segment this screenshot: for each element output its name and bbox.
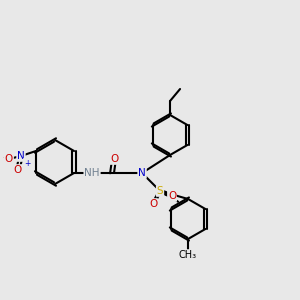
Text: +: + [24, 158, 30, 167]
Text: CH₃: CH₃ [179, 250, 197, 260]
Text: N: N [17, 151, 25, 161]
Text: O: O [168, 191, 176, 201]
Text: O: O [110, 154, 118, 164]
Text: O: O [5, 154, 13, 164]
Text: NH: NH [84, 168, 100, 178]
Text: N: N [138, 168, 146, 178]
Text: S: S [157, 186, 164, 196]
Text: O: O [149, 199, 157, 209]
Text: ⁻: ⁻ [3, 154, 7, 164]
Text: O: O [14, 165, 22, 175]
